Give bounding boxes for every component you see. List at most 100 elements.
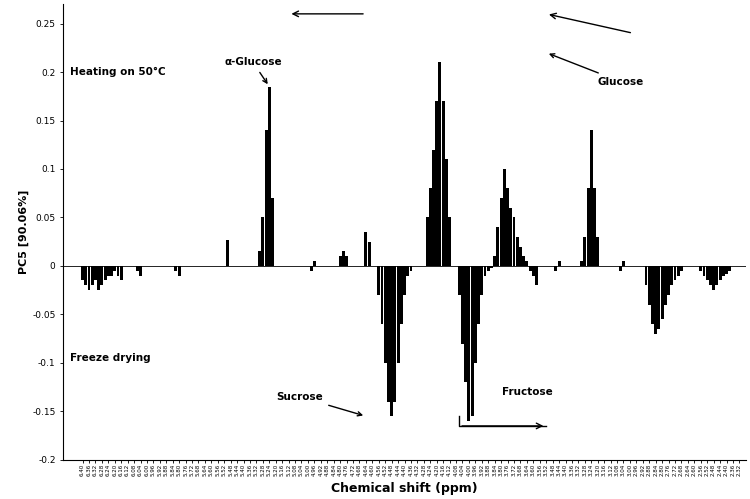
Bar <box>120 266 123 280</box>
Bar <box>725 266 728 274</box>
Bar <box>100 266 104 285</box>
Bar <box>529 266 532 271</box>
Bar <box>506 189 509 266</box>
Bar <box>106 266 109 275</box>
Bar <box>461 266 464 343</box>
Bar <box>364 232 368 266</box>
Bar <box>706 266 709 280</box>
Bar <box>435 101 438 266</box>
Bar <box>703 266 706 275</box>
Bar <box>590 130 592 266</box>
Bar <box>480 266 483 295</box>
Bar <box>377 266 380 295</box>
Bar <box>98 266 100 290</box>
Bar <box>664 266 667 305</box>
Bar <box>88 266 91 290</box>
Bar <box>699 266 702 271</box>
Text: Heating on 50°C: Heating on 50°C <box>70 67 165 77</box>
Bar <box>670 266 674 285</box>
Bar <box>487 266 490 271</box>
Bar <box>477 266 480 324</box>
Bar <box>342 251 345 266</box>
Bar <box>345 256 348 266</box>
Bar <box>722 266 724 275</box>
Bar <box>464 266 467 382</box>
Bar <box>676 266 680 275</box>
Bar <box>410 266 413 271</box>
Bar <box>406 266 410 275</box>
Text: Glucose: Glucose <box>550 54 644 87</box>
Text: Fructose: Fructose <box>502 387 553 397</box>
Bar <box>519 247 522 266</box>
Bar <box>654 266 657 334</box>
Bar <box>709 266 712 285</box>
Bar <box>394 266 396 402</box>
Bar <box>104 266 106 280</box>
Bar <box>178 266 181 275</box>
Y-axis label: PC5 [90.06%]: PC5 [90.06%] <box>20 190 29 274</box>
Bar <box>368 242 370 266</box>
Bar <box>593 189 596 266</box>
Bar <box>522 256 525 266</box>
Bar <box>268 87 271 266</box>
Bar <box>484 266 487 275</box>
Bar <box>265 130 268 266</box>
X-axis label: Chemical shift (ppm): Chemical shift (ppm) <box>332 482 478 495</box>
Bar <box>390 266 393 416</box>
Bar <box>258 251 261 266</box>
Bar <box>496 227 500 266</box>
Bar <box>81 266 84 280</box>
Bar <box>429 189 432 266</box>
Bar <box>512 218 515 266</box>
Bar <box>84 266 87 285</box>
Bar <box>262 218 264 266</box>
Bar <box>116 266 119 275</box>
Bar <box>718 266 722 280</box>
Bar <box>509 208 512 266</box>
Bar <box>110 266 113 275</box>
Bar <box>313 261 316 266</box>
Bar <box>94 266 97 280</box>
Bar <box>712 266 715 290</box>
Bar <box>503 169 506 266</box>
Bar <box>728 266 731 271</box>
Bar <box>558 261 560 266</box>
Text: β- Glucose: β- Glucose <box>0 498 1 499</box>
Bar <box>458 266 460 295</box>
Bar <box>175 266 177 271</box>
Bar <box>380 266 383 324</box>
Text: Freeze drying: Freeze drying <box>70 353 150 363</box>
Bar <box>474 266 477 363</box>
Bar <box>535 266 538 285</box>
Bar <box>580 261 583 266</box>
Bar <box>403 266 406 295</box>
Bar <box>471 266 473 416</box>
Bar <box>619 266 622 271</box>
Bar <box>136 266 139 271</box>
Bar <box>384 266 387 363</box>
Bar <box>490 266 493 268</box>
Bar <box>91 266 94 285</box>
Bar <box>648 266 651 305</box>
Bar <box>113 266 116 271</box>
Bar <box>680 266 683 271</box>
Bar <box>467 266 470 421</box>
Bar <box>432 150 435 266</box>
Bar <box>596 237 599 266</box>
Bar <box>310 266 313 271</box>
Bar <box>674 266 676 280</box>
Bar <box>667 266 670 295</box>
Bar <box>516 237 519 266</box>
Bar <box>442 101 445 266</box>
Text: Sucrose: Sucrose <box>277 392 362 416</box>
Bar <box>494 256 496 266</box>
Bar <box>554 266 557 271</box>
Text: α-Glucose: α-Glucose <box>224 57 282 83</box>
Bar <box>658 266 660 329</box>
Bar <box>661 266 664 319</box>
Bar <box>500 198 502 266</box>
Bar <box>584 237 586 266</box>
Bar <box>526 261 528 266</box>
Bar <box>651 266 654 324</box>
Bar <box>400 266 403 324</box>
